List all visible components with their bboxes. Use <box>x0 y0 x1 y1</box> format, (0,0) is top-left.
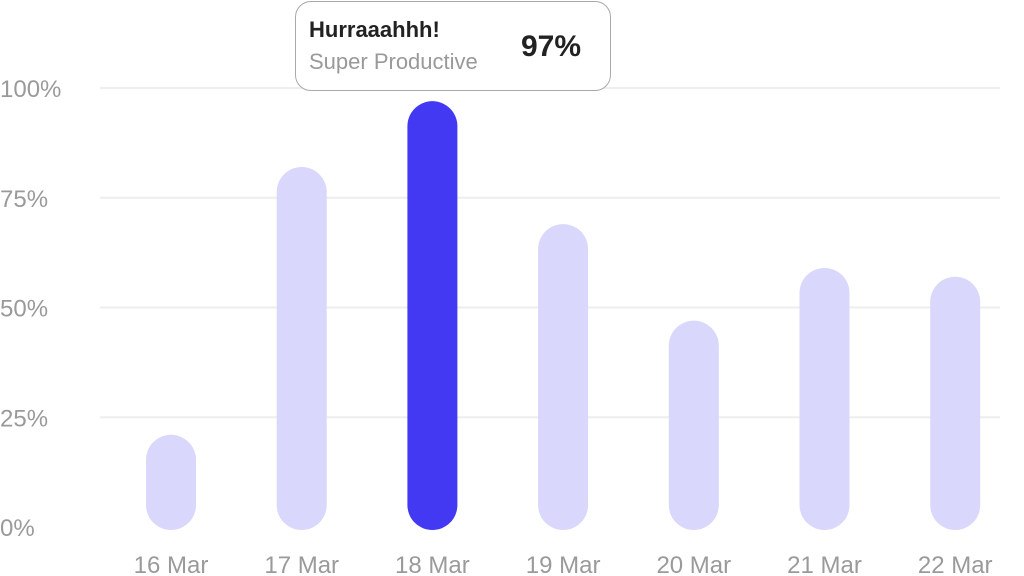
x-tick-label: 20 Mar <box>656 552 731 576</box>
bar-18-mar <box>407 101 458 531</box>
bar-16-mar <box>146 434 196 530</box>
bar-22-mar <box>930 276 981 530</box>
x-tick-label: 21 Mar <box>787 552 862 576</box>
y-tick-label: 50% <box>0 296 48 323</box>
y-tick-label: 75% <box>0 186 48 213</box>
bar-19-mar <box>538 224 589 530</box>
x-tick-label: 17 Mar <box>264 552 339 576</box>
x-tick-label: 19 Mar <box>526 552 601 576</box>
tooltip-title: Hurraaahhh! <box>309 17 440 42</box>
y-tick-label: 100% <box>0 76 61 103</box>
x-tick-label: 16 Mar <box>134 552 209 576</box>
tooltip: Hurraaahhh! Super Productive 97% <box>295 1 611 91</box>
y-tick-label: 25% <box>0 405 48 432</box>
tooltip-value: 97% <box>521 30 582 63</box>
x-tick-label: 22 Mar <box>918 552 993 576</box>
y-tick-label: 0% <box>0 515 35 542</box>
bar-20-mar <box>668 320 719 530</box>
tooltip-subtitle: Super Productive <box>309 49 478 74</box>
bar-17-mar <box>276 167 327 530</box>
x-tick-label: 18 Mar <box>395 552 470 576</box>
bar-21-mar <box>799 267 850 530</box>
